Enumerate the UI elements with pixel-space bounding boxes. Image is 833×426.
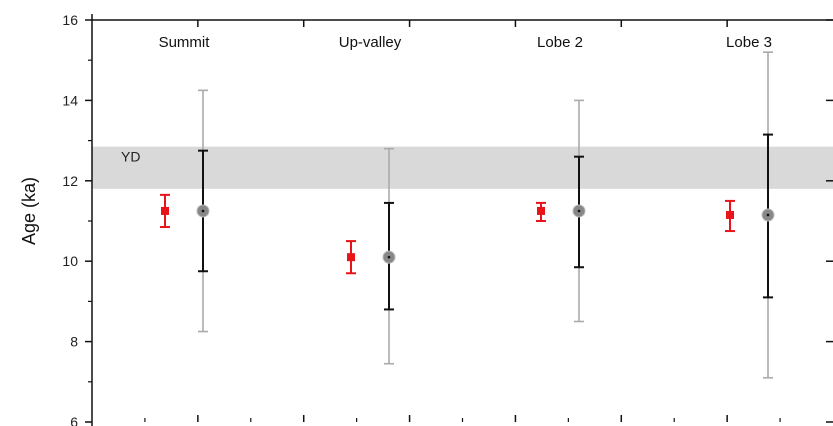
y-axis-label: Age (ka) [19,177,39,245]
red-point-lobe-2 [537,206,545,215]
labels-layer: Age (ka) YD Summit Up-valley Lobe 2 Lobe 3 [19,34,772,245]
y-tick-label-10: 10 [62,253,78,269]
y-tick-label-6: 6 [70,414,78,426]
y-tick-label-12: 12 [62,173,78,189]
band-layer [92,146,833,189]
grey-point-center-lobe-2 [577,209,581,213]
grey-point-center-up-valley [387,255,391,259]
group-label-lobe-3: Lobe 3 [726,34,772,51]
red-point-up-valley [347,253,355,262]
band-label: YD [121,149,140,165]
axes-layer: 6 8 10 12 14 16 [62,12,833,426]
group-label-summit: Summit [159,34,211,51]
y-tick-label-8: 8 [70,334,78,350]
marks-layer [160,51,775,379]
group-label-lobe-2: Lobe 2 [537,34,583,51]
y-tick-label-14: 14 [62,92,78,108]
band-yd [92,146,833,189]
y-tick-label-16: 16 [62,12,78,28]
red-point-lobe-3 [726,210,734,219]
grey-point-center-lobe-3 [766,213,770,217]
grey-point-center-summit [201,209,205,213]
red-point-summit [161,206,169,215]
group-label-up-valley: Up-valley [339,34,402,51]
